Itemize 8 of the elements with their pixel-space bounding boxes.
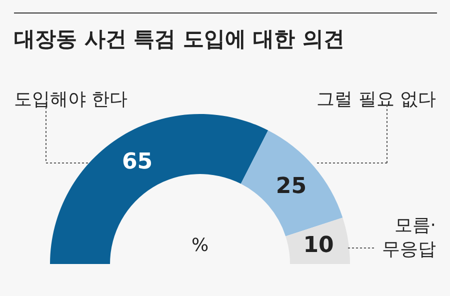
data-label: 10	[303, 233, 334, 258]
chart-title: 대장동 사건 특검 도입에 대한 의견	[14, 27, 345, 51]
slice-label: 그럴 필요 없다	[316, 89, 436, 110]
slice-label: 모름· 무응답	[382, 215, 436, 260]
data-label: 25	[276, 174, 307, 200]
slice-label: 도입해야 한다	[14, 89, 128, 110]
data-label: 65	[122, 150, 153, 175]
text: %	[191, 235, 209, 256]
